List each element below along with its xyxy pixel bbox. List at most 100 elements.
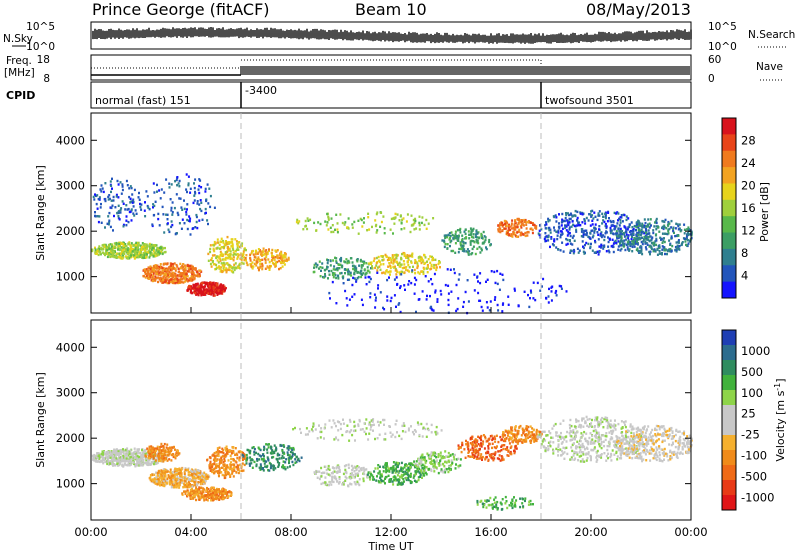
heatmap-cell [153, 191, 156, 194]
heatmap-cell [419, 259, 422, 262]
heatmap-cell [265, 253, 268, 256]
heatmap-cell [158, 457, 161, 461]
heatmap-cell [283, 254, 286, 257]
heatmap-cell [189, 187, 192, 190]
heatmap-cell [607, 240, 610, 244]
heatmap-cell [173, 445, 175, 449]
heatmap-cell [105, 452, 108, 455]
heatmap-cell [329, 297, 331, 300]
heatmap-cell [611, 238, 614, 241]
heatmap-cell [585, 233, 588, 237]
heatmap-cell [639, 245, 642, 248]
heatmap-cell [134, 209, 137, 212]
heatmap-cell [224, 491, 227, 494]
heatmap-cell [212, 491, 215, 494]
heatmap-cell [230, 245, 233, 248]
heatmap-cell [106, 249, 109, 252]
heatmap-cell [222, 449, 225, 452]
heatmap-cell [642, 238, 645, 241]
heatmap-cell [609, 226, 612, 230]
heatmap-cell [360, 266, 363, 269]
heatmap-cell [258, 266, 261, 269]
heatmap-cell [234, 447, 237, 450]
date-title: 08/May/2013 [586, 0, 691, 19]
heatmap-cell [635, 229, 637, 232]
heatmap-cell [198, 486, 201, 489]
heatmap-cell [619, 232, 622, 235]
heatmap-cell [237, 468, 240, 471]
heatmap-cell [462, 305, 465, 308]
heatmap-cell [91, 248, 94, 251]
heatmap-cell [401, 252, 403, 256]
heatmap-cell [208, 495, 211, 499]
heatmap-cell [176, 274, 179, 277]
heatmap-cell [235, 253, 238, 256]
heatmap-cell [210, 496, 213, 500]
heatmap-cell [333, 265, 336, 268]
heatmap-cell [116, 462, 119, 465]
heatmap-cell [418, 228, 421, 231]
heatmap-cell [335, 276, 338, 280]
heatmap-cell [623, 225, 626, 228]
heatmap-cell [178, 476, 181, 480]
heatmap-cell [556, 234, 559, 237]
heatmap-cell [183, 270, 186, 273]
y-tick-label: 1000 [56, 270, 85, 284]
heatmap-cell [124, 250, 127, 253]
heatmap-cell [192, 489, 195, 493]
heatmap-cell [152, 249, 155, 253]
heatmap-cell [189, 286, 192, 290]
heatmap-cell [632, 230, 635, 233]
heatmap-cell [215, 493, 218, 497]
heatmap-cell [205, 199, 208, 203]
heatmap-cell [402, 251, 405, 255]
heatmap-cell [115, 195, 118, 198]
heatmap-cell [217, 287, 219, 290]
heatmap-cell [199, 207, 202, 211]
heatmap-cell [493, 298, 496, 301]
heatmap-cell [195, 215, 198, 219]
heatmap-cell [97, 197, 100, 201]
heatmap-cell [449, 268, 452, 271]
heatmap-cell [548, 219, 551, 222]
heatmap-cell [157, 273, 160, 276]
heatmap-cell [190, 285, 193, 289]
heatmap-cell [145, 256, 148, 259]
heatmap-cell [262, 247, 265, 250]
heatmap-cell [403, 263, 406, 266]
heatmap-cell [222, 493, 225, 496]
heatmap-cell [479, 272, 482, 275]
heatmap-cell [538, 229, 541, 232]
heatmap-cell [199, 284, 202, 287]
heatmap-cell [185, 273, 188, 276]
heatmap-cell [131, 253, 134, 256]
heatmap-cell [198, 498, 201, 501]
heatmap-cell [210, 265, 213, 268]
heatmap-cell [334, 268, 337, 271]
heatmap-cell [211, 254, 214, 257]
heatmap-cell [630, 221, 633, 224]
heatmap-cell [222, 497, 225, 500]
heatmap-cell [232, 251, 235, 254]
heatmap-cell [220, 292, 223, 295]
heatmap-cell [503, 219, 506, 223]
heatmap-cell [430, 305, 433, 309]
heatmap-cell [245, 254, 248, 257]
heatmap-cell [636, 231, 639, 235]
heatmap-cell [200, 496, 202, 500]
heatmap-cell [193, 194, 196, 197]
heatmap-cell [605, 225, 608, 228]
heatmap-cell [188, 277, 191, 281]
heatmap-cell [137, 255, 140, 258]
heatmap-cell [210, 468, 213, 471]
heatmap-cell [139, 451, 142, 455]
heatmap-cell [252, 249, 254, 253]
heatmap-cell [235, 248, 238, 251]
heatmap-cell [674, 245, 677, 249]
heatmap-cell [664, 249, 667, 252]
heatmap-cell [678, 244, 681, 248]
heatmap-cell [102, 462, 105, 465]
heatmap-cell [166, 470, 169, 473]
heatmap-cell [125, 245, 128, 248]
heatmap-cell [198, 285, 201, 288]
